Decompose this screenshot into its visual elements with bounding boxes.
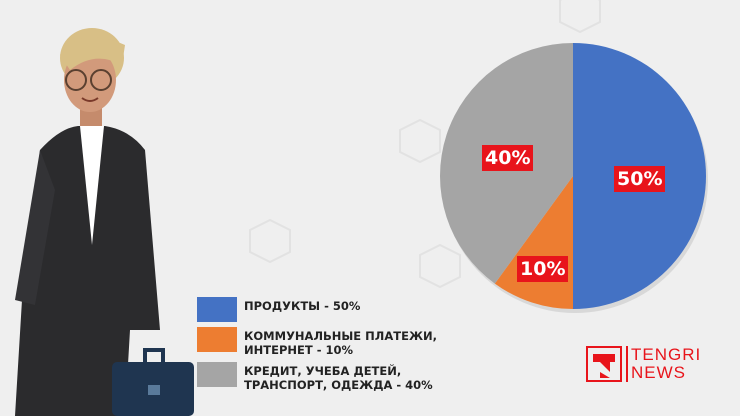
legend-label: ПРОДУКТЫ - 50% (244, 299, 361, 313)
legend-item: КОММУНАЛЬНЫЕ ПЛАТЕЖИ, ИНТЕРНЕТ - 10% (197, 327, 437, 357)
legend-swatch (197, 362, 237, 387)
legend: ПРОДУКТЫ - 50% КОММУНАЛЬНЫЕ ПЛАТЕЖИ, ИНТЕ… (197, 297, 437, 397)
legend-item: ПРОДУКТЫ - 50% (197, 297, 437, 322)
logo-line1: TENGRI (631, 345, 702, 364)
legend-swatch (197, 327, 237, 352)
legend-label: КОММУНАЛЬНЫЕ ПЛАТЕЖИ, (244, 329, 438, 343)
data-label-2: 40% (482, 145, 534, 171)
legend-label: ИНТЕРНЕТ - 10% (244, 343, 354, 357)
logo-line2: NEWS (631, 363, 686, 382)
logo-mark-icon (586, 346, 622, 382)
legend-label: КРЕДИТ, УЧЕБА ДЕТЕЙ, (244, 364, 402, 378)
legend-label: ТРАНСПОРТ, ОДЕЖДА - 40% (244, 378, 433, 392)
legend-item: КРЕДИТ, УЧЕБА ДЕТЕЙ, ТРАНСПОРТ, ОДЕЖДА - … (197, 362, 437, 392)
data-label-0: 50% (614, 166, 666, 192)
legend-swatch (197, 297, 237, 322)
data-label-1: 10% (517, 256, 569, 282)
hexagon-pattern (249, 0, 601, 289)
tengri-news-logo: TENGRI NEWS (586, 346, 701, 382)
